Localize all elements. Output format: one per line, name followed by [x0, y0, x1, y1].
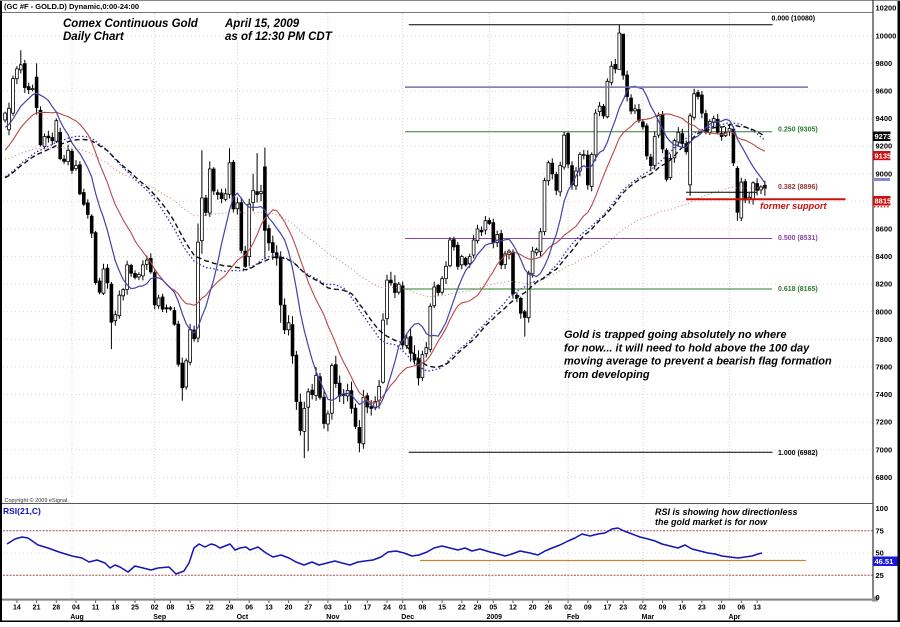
svg-text:09: 09: [659, 605, 667, 612]
svg-text:22: 22: [458, 605, 466, 612]
svg-text:0.618 (8165): 0.618 (8165): [778, 286, 818, 293]
svg-text:10200: 10200: [876, 4, 897, 13]
svg-text:01: 01: [399, 605, 407, 612]
svg-text:20: 20: [529, 605, 537, 612]
svg-text:9000: 9000: [876, 169, 893, 178]
svg-text:06: 06: [737, 605, 745, 612]
svg-text:the gold market is for now: the gold market is for now: [655, 517, 768, 527]
svg-text:9200: 9200: [876, 142, 893, 151]
svg-text:16: 16: [678, 605, 686, 612]
svg-text:50: 50: [876, 549, 884, 558]
svg-text:Aug: Aug: [70, 614, 84, 621]
svg-text:10000: 10000: [876, 31, 897, 40]
svg-text:8600: 8600: [876, 225, 893, 234]
svg-text:former support: former support: [760, 201, 828, 211]
svg-text:1.000 (6982): 1.000 (6982): [778, 450, 818, 457]
svg-text:04: 04: [72, 605, 80, 612]
svg-text:0.500 (8531): 0.500 (8531): [778, 235, 818, 242]
svg-text:0.250 (9305): 0.250 (9305): [778, 127, 818, 134]
svg-text:24: 24: [383, 605, 391, 612]
svg-text:9600: 9600: [876, 87, 893, 96]
svg-text:02: 02: [639, 605, 647, 612]
svg-text:26: 26: [544, 605, 552, 612]
svg-text:09: 09: [584, 605, 592, 612]
svg-text:Gold is trapped going absolute: Gold is trapped going absolutely no wher…: [564, 329, 786, 341]
svg-text:15: 15: [438, 605, 446, 612]
svg-text:29: 29: [226, 605, 234, 612]
svg-text:30: 30: [718, 605, 726, 612]
svg-text:08: 08: [419, 605, 427, 612]
svg-text:06: 06: [245, 605, 253, 612]
svg-text:7400: 7400: [876, 390, 893, 399]
svg-text:0: 0: [876, 593, 880, 602]
svg-text:moving average to prevent a be: moving average to prevent a bearish flag…: [564, 356, 832, 368]
svg-text:14: 14: [13, 605, 21, 612]
svg-text:20: 20: [285, 605, 293, 612]
svg-text:Apr: Apr: [728, 614, 740, 621]
svg-text:8200: 8200: [876, 280, 893, 289]
svg-text:21: 21: [33, 605, 41, 612]
svg-text:11: 11: [92, 605, 100, 612]
svg-text:9135: 9135: [875, 151, 892, 160]
svg-text:7000: 7000: [876, 445, 893, 454]
svg-text:02: 02: [151, 605, 159, 612]
svg-text:Oct: Oct: [237, 614, 249, 621]
svg-text:9800: 9800: [876, 59, 893, 68]
svg-text:RSI(21,C): RSI(21,C): [3, 506, 41, 516]
svg-text:100: 100: [876, 504, 889, 513]
svg-text:for now... it will need to hol: for now... it will need to hold above th…: [564, 342, 810, 354]
svg-text:08: 08: [167, 605, 175, 612]
svg-text:8400: 8400: [876, 252, 893, 261]
svg-text:27: 27: [304, 605, 312, 612]
svg-text:as of 12:30 PM CDT: as of 12:30 PM CDT: [225, 31, 333, 43]
svg-text:28: 28: [52, 605, 60, 612]
svg-text:7800: 7800: [876, 335, 893, 344]
svg-text:02: 02: [564, 605, 572, 612]
svg-text:0.000 (10080): 0.000 (10080): [772, 16, 816, 23]
svg-text:9400: 9400: [876, 114, 893, 123]
svg-text:17: 17: [363, 605, 371, 612]
svg-text:18: 18: [111, 605, 119, 612]
svg-text:April 15, 2009: April 15, 2009: [224, 18, 300, 30]
svg-text:23: 23: [619, 605, 627, 612]
svg-text:0.382 (8896): 0.382 (8896): [778, 184, 818, 191]
svg-text:7600: 7600: [876, 363, 893, 372]
svg-text:Nov: Nov: [326, 614, 339, 621]
svg-text:29: 29: [474, 605, 482, 612]
svg-text:15: 15: [186, 605, 194, 612]
svg-text:Comex Continuous Gold: Comex Continuous Gold: [63, 18, 199, 30]
svg-text:Dec: Dec: [401, 614, 414, 621]
svg-text:22: 22: [206, 605, 214, 612]
svg-text:46.51: 46.51: [875, 557, 894, 566]
svg-text:17: 17: [604, 605, 612, 612]
svg-text:03: 03: [324, 605, 332, 612]
svg-text:23: 23: [698, 605, 706, 612]
svg-text:Mar: Mar: [642, 614, 655, 621]
svg-text:(GC #F - GOLD.D) Dynamic,0:00-: (GC #F - GOLD.D) Dynamic,0:00-24:00: [4, 2, 139, 11]
svg-text:05: 05: [489, 605, 497, 612]
svg-text:from developing: from developing: [564, 369, 650, 381]
svg-text:25: 25: [131, 605, 139, 612]
svg-text:10: 10: [344, 605, 352, 612]
svg-text:2009: 2009: [487, 614, 503, 621]
svg-text:Feb: Feb: [567, 614, 579, 621]
svg-text:25: 25: [876, 571, 884, 580]
svg-text:8815: 8815: [875, 197, 892, 206]
svg-text:Daily Chart: Daily Chart: [63, 31, 125, 43]
svg-text:RSI is showing how directionle: RSI is showing how directionless: [655, 507, 798, 517]
svg-text:75: 75: [876, 526, 884, 535]
svg-text:9273: 9273: [875, 132, 892, 141]
svg-text:6800: 6800: [876, 473, 893, 482]
svg-text:12: 12: [509, 605, 517, 612]
svg-text:8000: 8000: [876, 307, 893, 316]
svg-text:7200: 7200: [876, 418, 893, 427]
svg-text:Sep: Sep: [153, 614, 166, 621]
svg-text:Copyright © 2009 eSignal.: Copyright © 2009 eSignal.: [5, 497, 70, 504]
svg-text:13: 13: [753, 605, 761, 612]
svg-text:13: 13: [265, 605, 273, 612]
